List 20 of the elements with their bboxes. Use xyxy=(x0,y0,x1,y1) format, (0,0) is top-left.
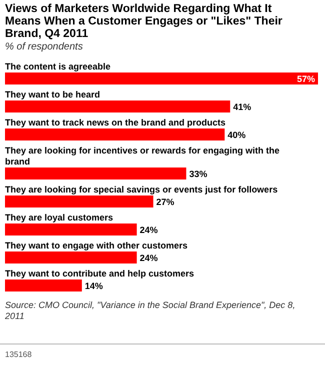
data-label: 57% xyxy=(296,74,315,84)
data-label: 27% xyxy=(156,197,174,207)
y-tick-label: They want to contribute and help customers xyxy=(5,268,194,278)
y-tick-label: They want to be heard xyxy=(5,90,100,100)
y-tick-label: They want to track news on the brand and products xyxy=(5,118,226,128)
y-tick-label: They are looking for special savings or events just for followers xyxy=(5,184,278,194)
y-tick-label: They are loyal customers xyxy=(5,212,114,222)
data-label: 41% xyxy=(233,102,252,112)
annotation: Source: CMO Council, "Variance in the Social Brand Experience", Dec 8, 2011 xyxy=(4,300,296,321)
text: 135168 xyxy=(5,350,32,359)
y-tick-label: They want to engage with other customers xyxy=(5,240,188,250)
data-label: 24% xyxy=(140,253,158,263)
y-tick-label: The content is agreeable xyxy=(5,62,111,72)
y-tick-label: They are looking for incentives or rewards for engaging with the brand xyxy=(5,146,280,166)
chart-subtitle: % of respondents xyxy=(5,42,83,52)
data-label: 33% xyxy=(189,169,208,179)
chart-title: Views of Marketers Worldwide Regarding What It Means When a Customer Engages or "Likes" Their Brand, Q4 2011 xyxy=(5,3,283,40)
data-label: 14% xyxy=(84,281,103,291)
data-label: 24% xyxy=(140,225,158,235)
data-label: 40% xyxy=(228,130,246,140)
